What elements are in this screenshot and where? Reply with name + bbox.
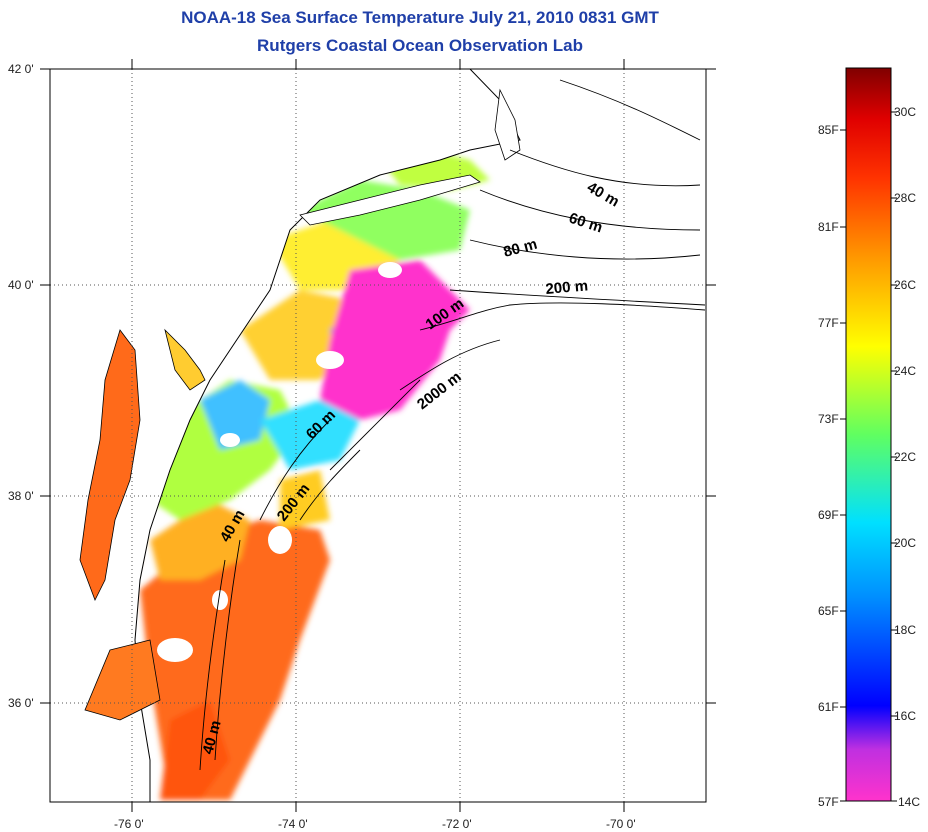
colorbar-c-label: 16C [894, 709, 916, 723]
delaware-bay [164, 328, 206, 391]
map-subtitle: Rutgers Coastal Ocean Observation Lab [257, 36, 583, 55]
grid [50, 69, 706, 802]
map-frame [49, 68, 707, 803]
colorbar-c-label: 20C [894, 536, 916, 550]
lon-tick-label: -76 0' [114, 817, 144, 831]
colorbar-scale [845, 67, 892, 802]
contour-label: 60 m [567, 210, 605, 237]
long-island [299, 174, 481, 226]
contour-label: 80 m [502, 236, 539, 261]
lat-tick-label: 36 0' [8, 696, 34, 710]
colorbar-f-label: 73F [818, 412, 839, 426]
sst-data-layer [50, 69, 706, 802]
colorbar-c-label: 24C [894, 364, 916, 378]
pamlico-sound [84, 639, 161, 721]
colorbar-f-label: 57F [818, 795, 839, 809]
colorbar-c-label: 18C [894, 623, 916, 637]
lat-tick-label: 42 0' [8, 62, 34, 76]
colorbar-c-label: 22C [894, 450, 916, 464]
colorbar-f-label: 85F [818, 123, 839, 137]
contour-label: 200 m [545, 277, 589, 298]
colorbar-f-label: 81F [818, 220, 839, 234]
colorbar-c-label: 26C [894, 278, 916, 292]
cape-cod [494, 88, 521, 161]
lon-tick-label: -72 0' [442, 817, 472, 831]
map-title: NOAA-18 Sea Surface Temperature July 21,… [181, 8, 659, 27]
colorbar-c-label: 14C [898, 795, 920, 809]
colorbar: 85F 81F 77F 73F 69F 65F 61F 57F 30C 28C … [818, 67, 920, 809]
lat-tick-label: 40 0' [8, 278, 34, 292]
land-mass [50, 69, 521, 802]
colorbar-f-label: 77F [818, 316, 839, 330]
colorbar-f-label: 65F [818, 604, 839, 618]
colorbar-f-label: 61F [818, 700, 839, 714]
contour-label: 40 m [584, 179, 622, 211]
lat-tick-label: 38 0' [8, 489, 34, 503]
colorbar-f-label: 69F [818, 508, 839, 522]
colorbar-c-label: 28C [894, 191, 916, 205]
lon-tick-label: -74 0' [278, 817, 308, 831]
lon-tick-label: -70 0' [606, 817, 636, 831]
colorbar-c-label: 30C [894, 105, 916, 119]
chesapeake-bay [79, 329, 141, 601]
